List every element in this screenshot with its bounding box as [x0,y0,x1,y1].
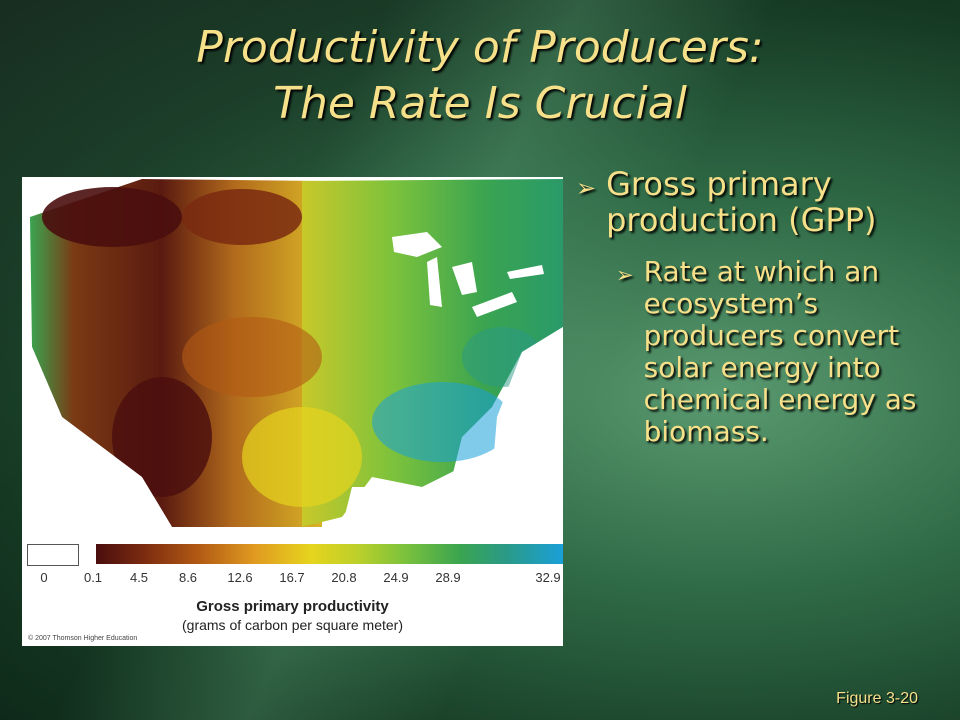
legend-tick: 24.9 [383,570,409,585]
legend-color-bar [96,544,563,564]
legend-tick: 8.6 [178,570,198,585]
arrow-bullet-icon: ➢ [576,173,597,202]
legend-tick: 28.9 [435,570,461,585]
legend-subtitle: (grams of carbon per square meter) [182,617,403,633]
legend-title: Gross primary productivity [196,598,389,615]
legend-tick: 0.1 [83,570,103,585]
legend-tick: 0 [40,570,48,585]
land-east [302,179,563,527]
bullet-gpp: ➢ Gross primary production (GPP) [576,166,946,238]
us-gpp-map [22,179,563,527]
title-line-2: The Rate Is Crucial [273,78,687,129]
legend-tick: 32.9 [535,570,561,585]
legend-tick: 16.7 [279,570,305,585]
bullet-gpp-text: Gross primary production (GPP) [606,165,877,239]
bullet-gpp-definition-text: Rate at which an ecosystem’s producers c… [643,255,917,448]
legend-tick: 20.8 [331,570,357,585]
copyright-notice: © 2007 Thomson Higher Education [28,635,138,642]
arrow-bullet-icon: ➢ [616,263,634,288]
slide-title: Productivity of Producers: The Rate Is C… [0,20,960,132]
legend-tick: 4.5 [129,570,149,585]
figure-label: Figure 3-20 [836,690,918,707]
bullet-list: ➢ Gross primary production (GPP) ➢ Rate … [576,166,946,448]
legend-tick: 12.6 [227,570,253,585]
gpp-map-figure: 0 0.1 4.5 8.6 12.6 16.7 20.8 24.9 28.9 3… [22,177,563,646]
title-line-1: Productivity of Producers: [196,22,764,73]
legend-zero-box [27,544,79,566]
bullet-gpp-definition: ➢ Rate at which an ecosystem’s producers… [616,256,946,448]
